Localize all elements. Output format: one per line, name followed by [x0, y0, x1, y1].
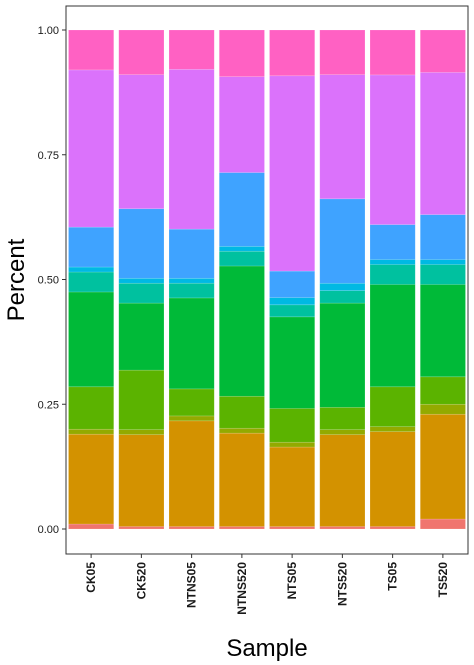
- bar-segment: [68, 428, 115, 435]
- bar-segment: [218, 29, 265, 78]
- bar-segment: [118, 434, 165, 527]
- bar-segment: [369, 426, 416, 432]
- bar-segment: [118, 302, 165, 371]
- bar-segment: [369, 29, 416, 76]
- bar-segment: [419, 284, 466, 378]
- bar-segment: [68, 69, 115, 228]
- bar-segment: [269, 526, 316, 530]
- x-axis: CK05 CK520 NTNS05 NTNS520 NTS05 NTS520 TS05 TS5…: [84, 554, 450, 615]
- x-tick-label: TS05: [386, 562, 400, 591]
- bar-segment: [269, 304, 316, 318]
- bar-segment: [168, 69, 215, 230]
- x-tick-label: NTNS05: [185, 562, 199, 608]
- bar-segment: [168, 29, 215, 70]
- bar-segment: [218, 526, 265, 530]
- bar-segment: [319, 74, 366, 200]
- bar-segment: [419, 413, 466, 520]
- y-tick-label: 0.50: [38, 275, 59, 287]
- x-tick-label: NTS05: [285, 562, 299, 600]
- bar-segment: [269, 29, 316, 77]
- bar-segment: [168, 388, 215, 417]
- bar-segment: [269, 75, 316, 272]
- bar-segment: [118, 369, 165, 430]
- bar-segment: [419, 264, 466, 285]
- bar-segment: [369, 264, 416, 285]
- bar-segment: [369, 526, 416, 530]
- bar-segment: [269, 297, 316, 306]
- bar-segment: [369, 74, 416, 225]
- x-tick-label: NTNS520: [235, 562, 249, 615]
- bar-segment: [118, 29, 165, 75]
- bar-segment: [369, 259, 416, 265]
- bar-segment: [369, 224, 416, 260]
- y-tick-label: 0.75: [38, 150, 59, 162]
- bar-segment: [218, 395, 265, 429]
- bar-segment: [419, 259, 466, 265]
- bar-segment: [218, 246, 265, 252]
- x-tick-label: TS520: [436, 562, 450, 598]
- bar-segment: [419, 518, 466, 530]
- bar-segment: [168, 228, 215, 279]
- bar-segment: [218, 172, 265, 247]
- bar-segment: [319, 198, 366, 284]
- x-axis-title: Sample: [226, 635, 307, 662]
- bar-segment: [419, 29, 466, 73]
- x-tick-label: NTS520: [335, 562, 349, 606]
- bar-segment: [369, 386, 416, 428]
- bar-segment: [369, 284, 416, 388]
- bar-segment: [68, 386, 115, 430]
- bar-segment: [419, 403, 466, 415]
- y-axis: 0.00 0.25 0.50 0.75 1.00: [38, 25, 66, 536]
- bar-segment: [68, 291, 115, 388]
- bar-segment: [269, 316, 316, 409]
- bar-segment: [68, 433, 115, 525]
- bar-segment: [168, 282, 215, 299]
- bar-segment: [319, 526, 366, 530]
- bar-segment: [319, 302, 366, 408]
- x-tick-label: CK05: [84, 562, 98, 593]
- x-tick-label: CK520: [134, 562, 148, 600]
- bar-segment: [269, 270, 316, 298]
- bar-segment: [269, 408, 316, 443]
- bar-segment: [218, 250, 265, 267]
- bar-segment: [419, 214, 466, 260]
- bar-segment: [168, 277, 215, 284]
- bar-segment: [118, 208, 165, 279]
- bar-segment: [218, 76, 265, 173]
- bar-segment: [68, 271, 115, 293]
- bar-segment: [319, 29, 366, 75]
- bar-segment: [68, 266, 115, 273]
- bar-segment: [68, 226, 115, 268]
- bar-segment: [68, 523, 115, 530]
- bar-segment: [118, 282, 165, 304]
- bar-segment: [269, 441, 316, 448]
- bar-segment: [168, 297, 215, 390]
- bar-segment: [319, 407, 366, 430]
- bar-segment: [369, 431, 416, 527]
- y-tick-label: 0.00: [38, 524, 59, 536]
- bar-segment: [319, 282, 366, 291]
- bar-segment: [218, 432, 265, 527]
- bar-segment: [68, 29, 115, 71]
- bars-layer: [68, 29, 466, 530]
- y-axis-title: Percent: [3, 238, 30, 321]
- bar-segment: [419, 376, 466, 405]
- bar-segment: [269, 446, 316, 527]
- bar-segment: [319, 434, 366, 527]
- bar-segment: [118, 277, 165, 284]
- bar-segment: [168, 526, 215, 530]
- bar-segment: [118, 74, 165, 210]
- bar-segment: [218, 427, 265, 434]
- y-tick-label: 0.25: [38, 399, 59, 411]
- bar-segment: [118, 429, 165, 435]
- bar-segment: [319, 290, 366, 304]
- bar-segment: [419, 72, 466, 215]
- bar-segment: [168, 420, 215, 527]
- bar-segment: [168, 415, 215, 422]
- y-tick-label: 1.00: [38, 25, 59, 37]
- bar-segment: [218, 265, 265, 397]
- bar-segment: [319, 429, 366, 435]
- bar-segment: [118, 526, 165, 530]
